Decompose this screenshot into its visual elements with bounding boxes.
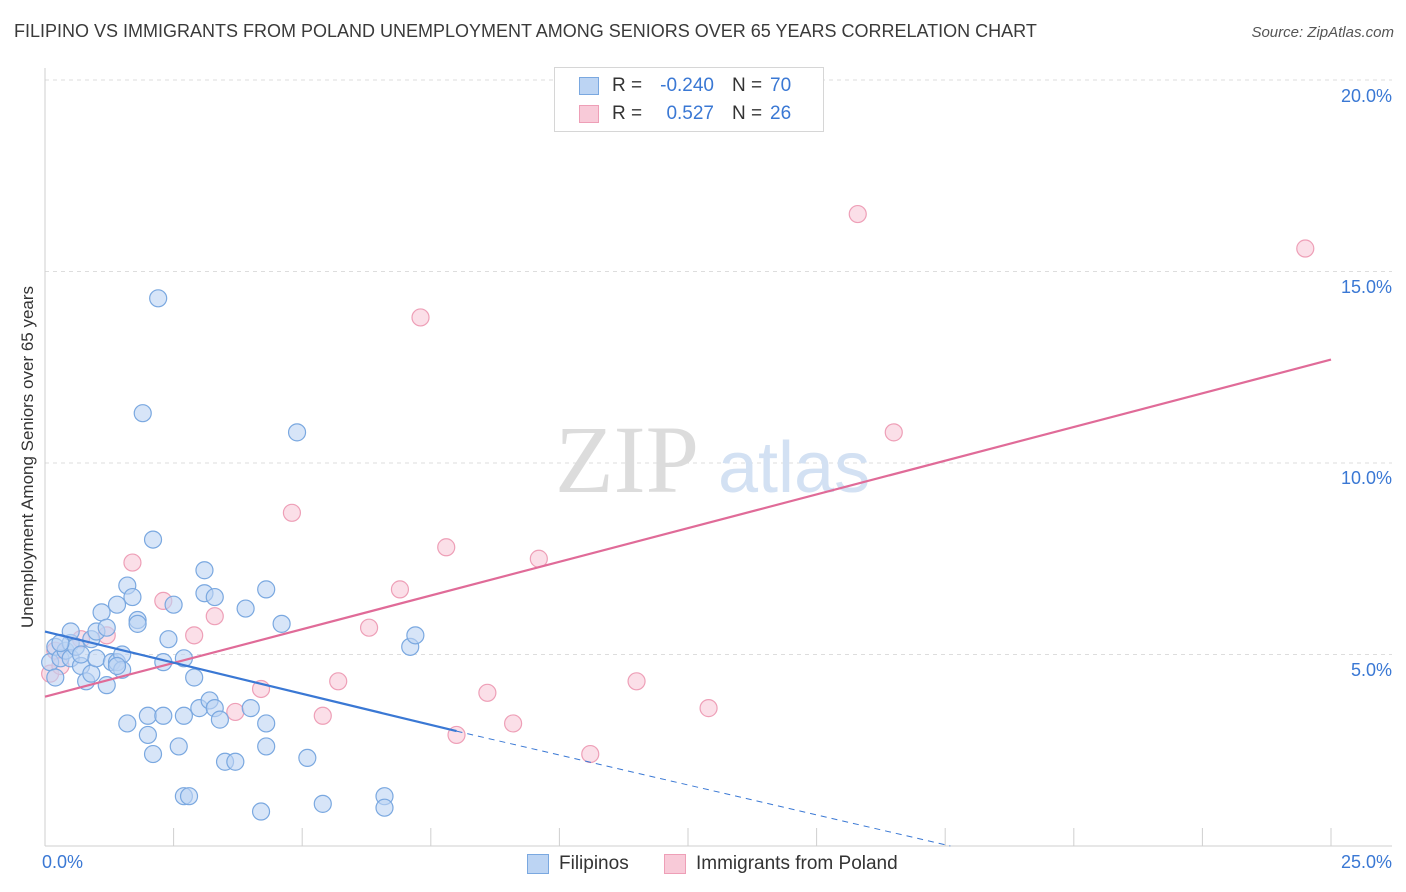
poland-trend-line xyxy=(44,358,1332,698)
poland-point xyxy=(205,607,224,626)
poland-point xyxy=(1296,239,1315,258)
filipinos-point xyxy=(159,630,178,649)
filipinos-point xyxy=(257,580,276,599)
r-value: 0.527 xyxy=(666,103,714,124)
filipinos-point xyxy=(174,706,193,725)
filipinos-trend-extension xyxy=(456,730,951,847)
filipinos-point xyxy=(107,595,127,614)
y-tick-label: 10.0% xyxy=(1340,468,1392,488)
filipinos-point xyxy=(123,587,142,607)
axes xyxy=(44,68,1392,847)
chart-title: FILIPINO VS IMMIGRANTS FROM POLAND UNEMP… xyxy=(14,21,1037,41)
filipinos-point xyxy=(226,752,245,771)
poland-point xyxy=(282,503,302,522)
poland-point xyxy=(627,672,646,691)
filipinos-point xyxy=(251,802,271,821)
watermark-zip: ZIP xyxy=(555,406,699,513)
watermark: ZIP atlas xyxy=(555,406,870,513)
legend-row-filipinos: R = -0.240 N = 70 xyxy=(579,73,791,99)
poland-point xyxy=(329,672,348,691)
poland-legend-label: Immigrants from Poland xyxy=(696,853,898,874)
legend-item-poland: Immigrants from Poland xyxy=(664,852,898,876)
poland-point xyxy=(699,699,718,718)
filipinos-point xyxy=(375,798,394,817)
poland-point xyxy=(504,714,523,733)
filipinos-point xyxy=(205,587,224,607)
r-label: R = xyxy=(612,103,643,124)
legend-row-poland: R = 0.527 N = 26 xyxy=(579,101,791,127)
filipinos-point xyxy=(179,787,199,806)
filipinos-swatch xyxy=(579,77,599,95)
poland-point xyxy=(226,702,245,722)
filipinos-point xyxy=(164,595,183,614)
filipinos-point xyxy=(169,737,188,756)
filipinos-point xyxy=(154,706,173,725)
source-label: Source: ZipAtlas.com xyxy=(1251,24,1394,41)
poland-point xyxy=(478,683,497,702)
x-tick-label: 25.0% xyxy=(1340,852,1392,872)
filipinos-point xyxy=(287,423,307,442)
trend-lines xyxy=(44,358,1332,847)
poland-point xyxy=(123,553,142,572)
legend-item-filipinos: Filipinos xyxy=(527,852,629,876)
r-label: R = xyxy=(612,75,643,96)
filipinos-point xyxy=(210,710,229,729)
filipinos-point xyxy=(107,656,127,676)
filipinos-point xyxy=(257,714,276,733)
filipinos-legend-label: Filipinos xyxy=(559,853,629,874)
filipinos-point xyxy=(138,725,157,745)
n-value: 26 xyxy=(770,103,792,124)
filipinos-point xyxy=(133,404,152,423)
filipinos-point xyxy=(87,649,106,668)
filipinos-point xyxy=(313,794,332,813)
correlation-legend: R = -0.240 N = 70 R = 0.527 N = 26 xyxy=(554,67,824,132)
poland-point xyxy=(884,423,903,442)
poland-point xyxy=(581,744,600,764)
n-label: N = xyxy=(732,103,763,124)
poland-point xyxy=(359,618,379,637)
filipinos-point xyxy=(143,744,163,764)
y-tick-label: 15.0% xyxy=(1340,277,1392,297)
filipinos-point xyxy=(185,668,204,687)
poland-point xyxy=(411,308,430,327)
y-tick-label: 5.0% xyxy=(1350,660,1392,680)
filipinos-point xyxy=(92,603,111,622)
filipinos-point xyxy=(118,714,137,733)
filipinos-point xyxy=(241,699,260,718)
filipinos-point xyxy=(128,614,147,633)
filipinos-legend-swatch xyxy=(527,854,549,874)
x-tick-label: 0.0% xyxy=(42,852,84,872)
poland-swatch xyxy=(579,105,599,123)
filipinos-point xyxy=(143,530,163,549)
series-filipinos-points xyxy=(41,289,425,821)
filipinos-point xyxy=(195,561,214,580)
poland-point xyxy=(390,580,410,599)
poland-point xyxy=(313,706,332,725)
grid-lines xyxy=(45,79,1392,655)
n-label: N = xyxy=(732,75,763,96)
y-tick-label: 20.0% xyxy=(1340,86,1392,106)
poland-point xyxy=(185,626,204,645)
r-value: -0.240 xyxy=(660,75,714,96)
y-axis-label: Unemployment Among Seniors over 65 years xyxy=(18,285,37,629)
poland-point xyxy=(437,538,456,557)
filipinos-point xyxy=(149,289,168,308)
n-value: 70 xyxy=(770,75,792,96)
poland-point xyxy=(848,204,867,224)
watermark-atlas: atlas xyxy=(718,428,870,508)
filipinos-point xyxy=(406,626,425,645)
filipinos-point xyxy=(298,748,317,768)
filipinos-point xyxy=(97,618,116,637)
filipinos-point xyxy=(257,737,276,756)
filipinos-point xyxy=(236,599,255,618)
filipinos-trend-line xyxy=(44,630,457,733)
filipinos-point xyxy=(138,706,157,725)
filipinos-point xyxy=(82,664,101,683)
filipinos-point xyxy=(272,614,291,633)
filipinos-point xyxy=(46,668,65,687)
poland-legend-swatch xyxy=(664,854,686,874)
filipinos-point xyxy=(71,645,91,664)
